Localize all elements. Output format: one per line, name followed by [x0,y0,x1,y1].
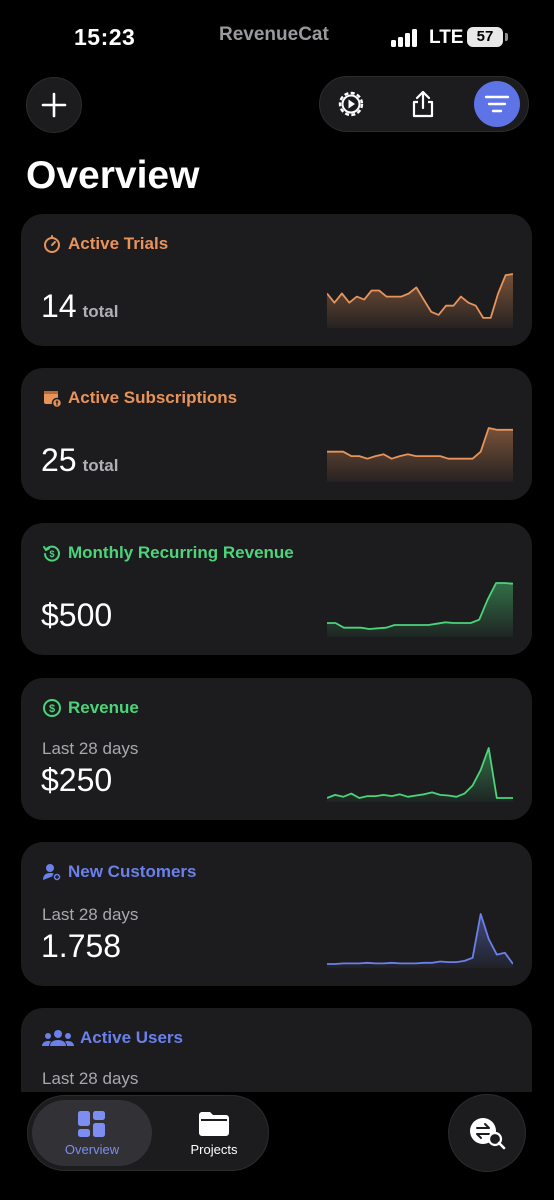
sparkline-line [327,747,513,799]
card-header: New Customers [42,862,196,882]
add-button[interactable] [26,77,82,133]
person-add-icon [43,864,62,882]
card-title: New Customers [68,862,197,881]
toolbar [319,76,529,132]
card-title: Monthly Recurring Revenue [68,543,294,562]
card-title: Revenue [68,698,139,717]
card-unit: total [82,302,119,321]
card-title: Active Trials [68,234,169,253]
switch-search-icon [470,1118,506,1150]
card-active-trials[interactable]: Active Trials 14 total [21,214,532,346]
timer-icon [44,235,60,253]
card-revenue[interactable]: $ Revenue Last 28 days $250 [21,678,532,820]
signal-icon [391,29,421,47]
sparkline-area [327,583,513,637]
card-active-subscriptions[interactable]: Active Subscriptions 25 total [21,368,532,500]
card-unit: total [82,456,119,475]
gear-play-icon [338,91,364,117]
status-time: 15:23 [74,24,136,50]
share-button[interactable] [400,81,446,127]
cycle-dollar-icon: $ [43,545,60,562]
sparkline-active-subscriptions [327,427,513,482]
filter-button[interactable] [474,81,520,127]
svg-text:$: $ [49,703,55,715]
card-title: Active Subscriptions [68,388,238,407]
card-header: $ Revenue [42,698,139,718]
card-title: Active Users [80,1028,184,1047]
calendar-dollar-icon [44,391,62,408]
card-subtitle: Last 28 days [42,739,139,758]
sparkline-mrr [327,582,513,637]
svg-text:$: $ [49,549,54,559]
card-value: 25 total [41,442,119,478]
tab-label: Projects [190,1141,238,1157]
card-subtitle: Last 28 days [42,1069,139,1088]
sparkline-area [327,914,513,968]
sparkline-line [327,582,513,630]
card-header: Active Trials [42,234,168,254]
switch-search-button[interactable] [448,1094,526,1172]
sparkline-line [327,273,513,319]
sparkline-line [327,913,513,965]
share-icon [412,90,434,118]
network-label: LTE [429,27,464,48]
sparkline-new-customers [327,913,513,968]
card-value: 1.758 [41,928,122,964]
battery-icon: 57 [467,27,508,47]
card-value: $500 [41,597,113,633]
card-header: $ Monthly Recurring Revenue [42,543,294,563]
sparkline-revenue [327,747,513,802]
dashboard-icon [78,1110,105,1137]
sparkline-active-trials [327,273,513,328]
tab-overview[interactable]: Overview [32,1100,152,1166]
folder-icon [199,1111,229,1136]
sparkline-line [327,427,513,460]
card-value: $250 [41,762,113,798]
dollar-circle-icon: $ [43,699,61,717]
brand-logo: RevenueCat [219,24,329,45]
card-value: 14 total [41,288,119,324]
card-new-customers[interactable]: New Customers Last 28 days 1.758 [21,842,532,986]
plus-icon [41,92,67,118]
card-monthly-recurring-revenue[interactable]: $ Monthly Recurring Revenue $500 [21,523,532,655]
card-subtitle: Last 28 days [42,905,139,924]
tab-bar: Overview Projects [27,1095,269,1171]
filter-icon [484,95,510,113]
page-title: Overview [26,154,200,197]
tab-label: Overview [64,1141,120,1157]
card-header: Active Users [42,1028,183,1048]
status-bar: 15:23 RevenueCat LTE 57 [0,0,554,70]
sparkline-area [327,274,513,328]
people-icon [42,1030,74,1046]
tab-projects[interactable]: Projects [164,1100,264,1166]
card-header: Active Subscriptions [42,388,237,408]
sparkline-area [327,428,513,482]
gear-play-button[interactable] [328,81,374,127]
